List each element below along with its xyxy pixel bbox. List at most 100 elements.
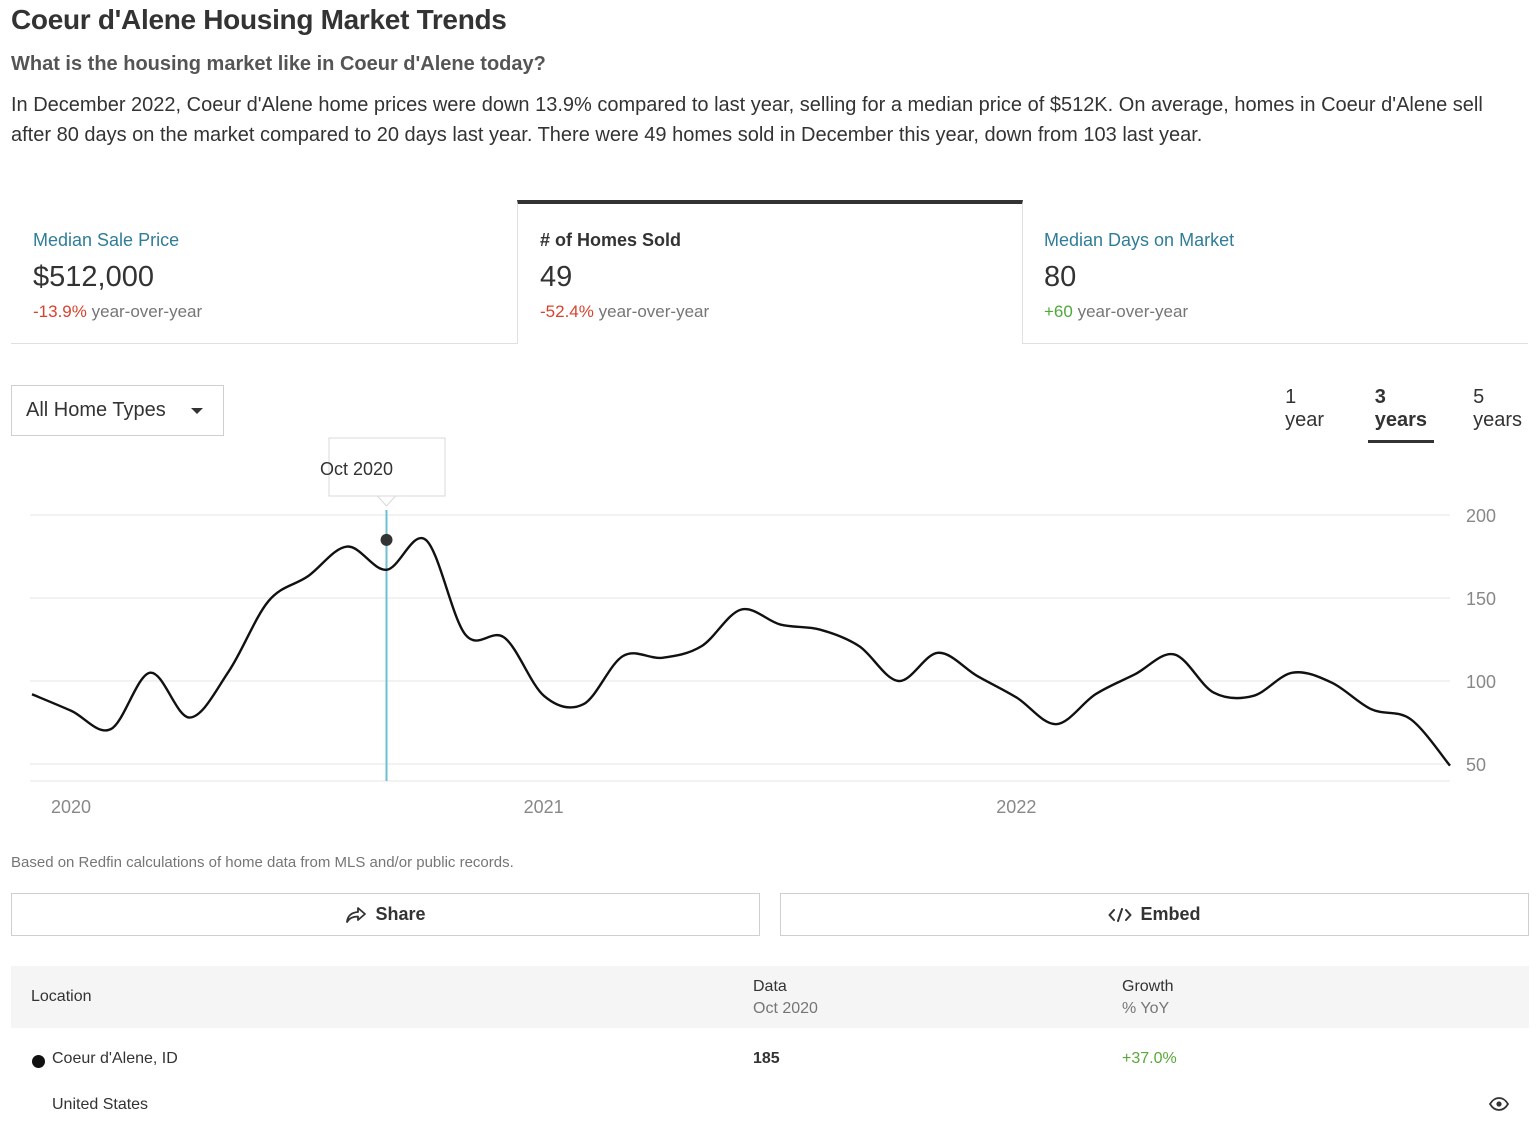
- y-tick-label: 150: [1466, 589, 1496, 609]
- page-title: Coeur d'Alene Housing Market Trends: [11, 4, 507, 35]
- data-point[interactable]: [1094, 692, 1098, 696]
- data-point[interactable]: [69, 709, 73, 713]
- series-line: [31, 536, 1451, 767]
- data-point[interactable]: [266, 599, 270, 603]
- embed-label: Embed: [1140, 904, 1201, 924]
- range-tab-1-year[interactable]: 1 year: [1285, 386, 1324, 431]
- metric-value: 49: [540, 261, 573, 293]
- col-data: Data Oct 2020: [753, 978, 818, 1018]
- row-location: Coeur d'Alene, ID: [52, 1050, 178, 1067]
- table-row: United States: [11, 1086, 1529, 1126]
- metric-change: +60: [1044, 302, 1073, 321]
- data-point[interactable]: [1290, 671, 1294, 675]
- y-tick-label: 200: [1466, 506, 1496, 526]
- y-tick-label: 50: [1466, 755, 1486, 775]
- x-tick-label: 2021: [524, 797, 564, 817]
- data-point[interactable]: [1251, 694, 1255, 698]
- series-dot-icon: [32, 1055, 45, 1068]
- share-label: Share: [375, 904, 426, 924]
- row-growth: +37.0%: [1122, 1050, 1177, 1067]
- metric-suffix: year-over-year: [91, 302, 203, 321]
- data-point[interactable]: [424, 538, 428, 542]
- metric-value: 80: [1044, 261, 1077, 293]
- x-axis: 2020 2021 2022: [51, 797, 1036, 817]
- data-point[interactable]: [227, 669, 231, 673]
- home-type-select[interactable]: All Home Types: [11, 385, 224, 436]
- data-point[interactable]: [936, 651, 940, 655]
- data-point[interactable]: [1172, 652, 1176, 656]
- col-location: Location: [31, 988, 92, 1005]
- code-icon: [1108, 907, 1132, 922]
- tab-homes-sold[interactable]: # of Homes Sold 49 -52.4% year-over-year: [517, 200, 1023, 344]
- comparison-table-header: Location Data Oct 2020 Growth % YoY: [11, 966, 1529, 1028]
- table-row: Coeur d'Alene, ID 185 +37.0%: [11, 1040, 1529, 1080]
- series-points: [30, 538, 1452, 768]
- eye-icon[interactable]: [1489, 1097, 1509, 1111]
- metric-suffix: year-over-year: [1077, 302, 1189, 321]
- home-type-value: All Home Types: [26, 399, 166, 421]
- data-point[interactable]: [109, 727, 113, 731]
- tooltip-box: [328, 437, 446, 497]
- data-point[interactable]: [148, 671, 152, 675]
- data-point[interactable]: [188, 716, 192, 720]
- row-location: United States: [52, 1096, 149, 1113]
- metric-change: -52.4%: [540, 302, 594, 321]
- data-point[interactable]: [30, 692, 34, 696]
- x-tick-label: 2022: [996, 797, 1036, 817]
- data-point[interactable]: [503, 636, 507, 640]
- col-data-title: Data: [753, 978, 787, 995]
- data-point[interactable]: [621, 654, 625, 658]
- data-point[interactable]: [306, 574, 310, 578]
- tooltip-arrow: [376, 495, 397, 507]
- metric-suffix: year-over-year: [598, 302, 710, 321]
- data-point[interactable]: [463, 633, 467, 637]
- caret-down-icon: [191, 408, 203, 414]
- data-point[interactable]: [857, 644, 861, 648]
- range-tab-5-years[interactable]: 5 years: [1473, 386, 1522, 431]
- metric-yoy: -52.4% year-over-year: [540, 302, 1000, 322]
- data-point[interactable]: [1133, 672, 1137, 676]
- data-point[interactable]: [818, 628, 822, 632]
- chart-tooltip: Oct 2020: [320, 437, 446, 507]
- data-point[interactable]: [385, 568, 389, 572]
- data-point[interactable]: [1330, 681, 1334, 685]
- metric-label: # of Homes Sold: [540, 230, 682, 250]
- homes-sold-chart: 50 100 150 200 2020 2021 2022 Oct 2020: [30, 437, 1496, 817]
- data-point[interactable]: [700, 644, 704, 648]
- data-point[interactable]: [660, 656, 664, 660]
- market-summary: In December 2022, Coeur d'Alene home pri…: [11, 94, 1483, 146]
- row-data: 185: [753, 1050, 780, 1067]
- data-point[interactable]: [897, 679, 901, 683]
- x-tick-label: 2020: [51, 797, 91, 817]
- data-point[interactable]: [1015, 696, 1019, 700]
- metric-tabs: Median Sale Price $512,000 -13.9% year-o…: [11, 200, 1528, 344]
- data-point[interactable]: [1054, 722, 1058, 726]
- data-point[interactable]: [739, 608, 743, 612]
- metric-value: $512,000: [33, 261, 154, 293]
- data-footnote: Based on Redfin calculations of home dat…: [11, 854, 514, 871]
- range-tab-3-years[interactable]: 3 years: [1367, 386, 1434, 443]
- data-point[interactable]: [1369, 707, 1373, 711]
- metric-change: -13.9%: [33, 302, 87, 321]
- share-button[interactable]: Share: [11, 893, 760, 936]
- chart-grid: [30, 514, 1450, 782]
- tooltip-label: Oct 2020: [320, 459, 393, 479]
- col-growth-sub: % YoY: [1122, 1000, 1170, 1017]
- data-point[interactable]: [778, 623, 782, 627]
- embed-button[interactable]: Embed: [780, 893, 1529, 936]
- data-point[interactable]: [1409, 717, 1413, 721]
- metric-yoy: -13.9% year-over-year: [33, 302, 496, 322]
- data-point[interactable]: [1448, 764, 1452, 768]
- tab-median-days-on-market[interactable]: Median Days on Market 80 +60 year-over-y…: [1022, 200, 1528, 344]
- data-point[interactable]: [542, 694, 546, 698]
- share-icon: [346, 906, 367, 923]
- metric-yoy: +60 year-over-year: [1044, 302, 1506, 322]
- y-tick-label: 100: [1466, 672, 1496, 692]
- data-point[interactable]: [1212, 691, 1216, 695]
- tab-median-sale-price[interactable]: Median Sale Price $512,000 -13.9% year-o…: [11, 200, 518, 344]
- data-point[interactable]: [581, 702, 585, 706]
- metric-label: Median Sale Price: [33, 230, 180, 250]
- data-point[interactable]: [975, 674, 979, 678]
- y-axis: 50 100 150 200: [1466, 506, 1496, 775]
- data-point[interactable]: [345, 545, 349, 549]
